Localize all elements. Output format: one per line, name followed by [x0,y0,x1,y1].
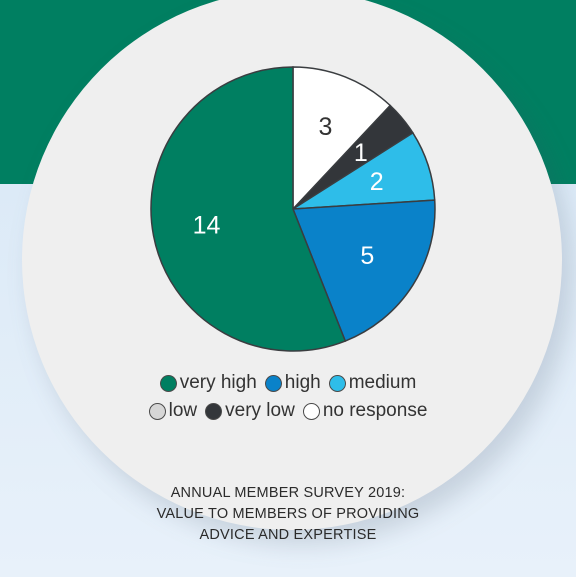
legend-swatch-medium [328,374,346,392]
legend-item-medium: medium [328,372,417,394]
pie-label-very-low: 1 [354,139,368,167]
pie-label-very-high: 14 [193,211,221,239]
legend: very high high medium low very low no re… [0,370,576,424]
legend-label-low: low [168,400,198,421]
legend-label-no-response: no response [322,400,428,421]
pie-slice-very-high [150,66,347,352]
legend-item-very-high: very high [159,372,257,394]
legend-swatch-high [264,374,282,392]
legend-label-medium: medium [348,372,417,393]
caption-line-1: ANNUAL MEMBER SURVEY 2019: [170,485,406,501]
legend-item-very-low: very low [205,400,295,422]
legend-swatch-low [148,402,166,420]
pie-label-high: 5 [360,242,374,270]
legend-swatch-very-low [205,402,223,420]
legend-label-very-high: very high [179,372,257,393]
legend-item-high: high [264,372,321,394]
caption-line-3: ADVICE AND EXPERTISE [199,527,377,543]
caption-line-2: VALUE TO MEMBERS OF PROVIDING [156,506,420,522]
pie-slice-high [291,199,436,343]
legend-label-very-low: very low [225,400,295,421]
legend-item-no-response: no response [302,400,428,422]
chart-caption: ANNUAL MEMBER SURVEY 2019: VALUE TO MEMB… [0,483,576,546]
pie-label-no-response: 3 [318,113,332,141]
pie-label-medium: 2 [370,168,384,196]
legend-row-2: low very low no response [0,398,576,424]
legend-swatch-very-high [159,374,177,392]
legend-swatch-no-response [302,402,320,420]
pie-slice-no-response [292,66,392,211]
legend-row-1: very high high medium [0,370,576,396]
legend-label-high: high [284,372,321,393]
legend-item-low: low [148,400,198,422]
